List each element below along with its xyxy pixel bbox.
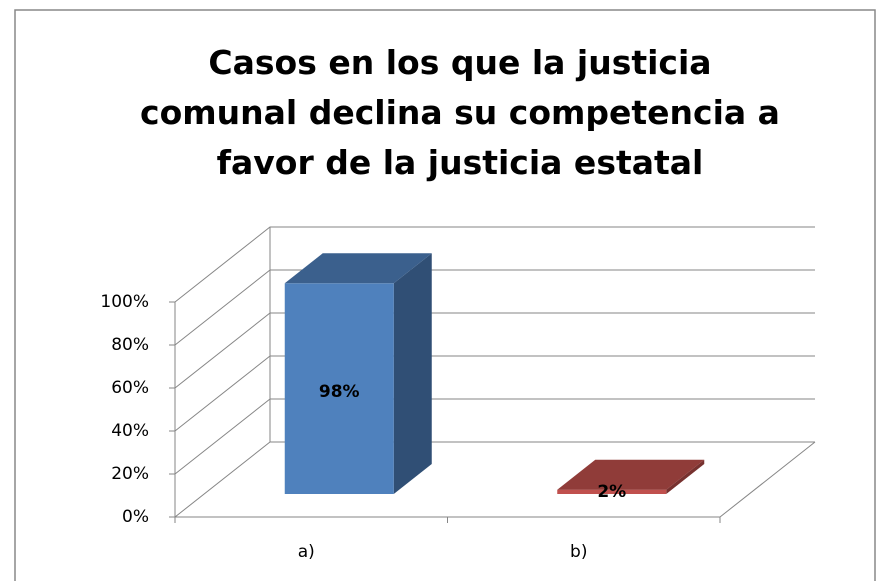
grid-line [174, 441, 815, 518]
grid-line [174, 355, 815, 432]
bar-top [557, 459, 705, 490]
data-label: 98% [319, 382, 360, 402]
grid-line [174, 269, 815, 346]
chart-frame [14, 9, 876, 581]
bar-side [666, 459, 705, 494]
y-tick-label: 60% [111, 378, 149, 398]
floor-edge [719, 441, 816, 518]
y-tick-label: 80% [111, 335, 149, 355]
bar-side [393, 253, 432, 494]
grid-line [174, 312, 815, 389]
x-tick-label: b) [570, 542, 587, 562]
bar-top [284, 253, 432, 284]
grid-line [174, 398, 815, 475]
y-tick-label: 20% [111, 464, 149, 484]
x-tick-label: a) [298, 542, 315, 562]
data-label: 2% [597, 482, 626, 502]
y-tick-label: 100% [100, 292, 149, 312]
y-tick-label: 40% [111, 421, 149, 441]
chart-title: Casos en los que la justicia comunal dec… [140, 43, 780, 182]
bar [557, 489, 667, 494]
y-tick-label: 0% [122, 507, 149, 527]
grid-line [174, 226, 815, 303]
bar [284, 283, 394, 494]
